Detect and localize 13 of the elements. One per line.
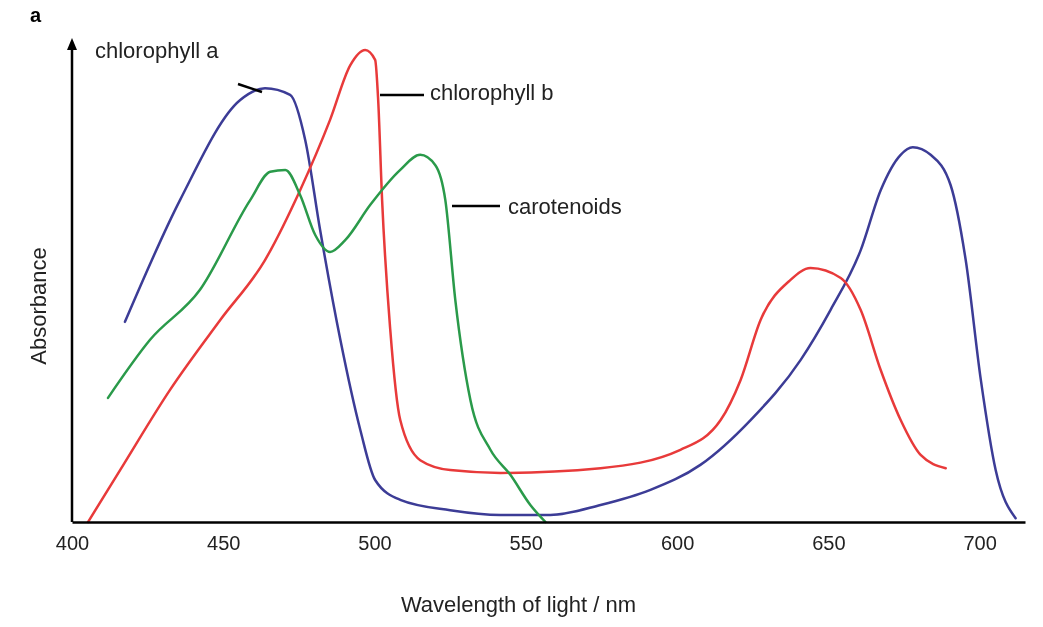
text: chlorophyll b xyxy=(430,80,554,105)
text: carotenoids xyxy=(508,194,622,219)
y-axis-title: Absorbance xyxy=(26,247,51,365)
x-tick-label: 600 xyxy=(660,532,695,555)
x-tick-label: 650 xyxy=(812,532,846,555)
text: a xyxy=(30,4,42,26)
x-axis-title: Wavelength of light / nm xyxy=(400,592,637,617)
x-tick-label: 450 xyxy=(207,532,241,555)
x-tick-label: 550 xyxy=(509,532,543,555)
series-label: chlorophyll a xyxy=(95,38,220,63)
x-tick-label: 400 xyxy=(55,532,90,555)
x-tick-label: 700 xyxy=(963,532,997,555)
x-tick-label: 500 xyxy=(358,532,392,555)
